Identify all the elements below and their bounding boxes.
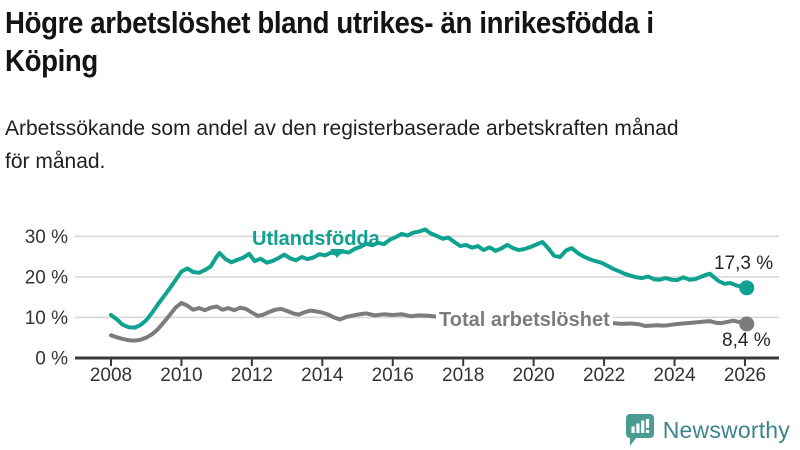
end-value-utlandsfodda: 17,3 % [714, 253, 774, 274]
series-label-pointer-icon [330, 249, 345, 258]
y-tick-label: 0 % [35, 349, 68, 370]
x-tick-label: 2026 [724, 365, 766, 386]
x-tick-label: 2010 [160, 365, 202, 386]
page-title-line2: Köping [5, 43, 98, 78]
chart-subtitle: Arbetssökande som andel av den registerb… [5, 112, 679, 178]
series-line [109, 300, 749, 343]
newsworthy-logo-icon [625, 414, 654, 446]
page-title: Högre arbetslöshet bland utrikes- än inr… [5, 4, 654, 80]
chart-subtitle-line1: Arbetssökande som andel av den registerb… [5, 117, 679, 140]
x-tick-label: 2020 [512, 365, 554, 386]
brand-name: Newsworthy [662, 416, 790, 443]
x-tick-label: 2022 [583, 365, 625, 386]
x-tick-label: 2016 [372, 365, 414, 386]
x-tick-label: 2008 [90, 365, 132, 386]
x-tick-label: 2014 [301, 365, 344, 386]
page-title-line1: Högre arbetslöshet bland utrikes- än inr… [5, 5, 654, 40]
y-tick-label: 30 % [25, 227, 68, 248]
series-label-utlandsfodda: Utlandsfödda [252, 228, 380, 250]
x-tick-label: 2018 [442, 365, 484, 386]
y-tick-label: 10 % [25, 308, 68, 329]
chart-subtitle-line2: för månad. [5, 150, 106, 173]
x-tick-label: 2024 [653, 365, 696, 386]
x-tick-label: 2012 [231, 365, 273, 386]
y-tick-label: 20 % [25, 267, 68, 288]
series-line [109, 227, 749, 330]
brand-footer: Newsworthy [625, 413, 790, 447]
series-label-total: Total arbetslöshet [436, 309, 613, 332]
end-value-total: 8,4 % [722, 330, 771, 351]
series-end-dot [739, 280, 755, 296]
series-end-dot [739, 316, 755, 332]
